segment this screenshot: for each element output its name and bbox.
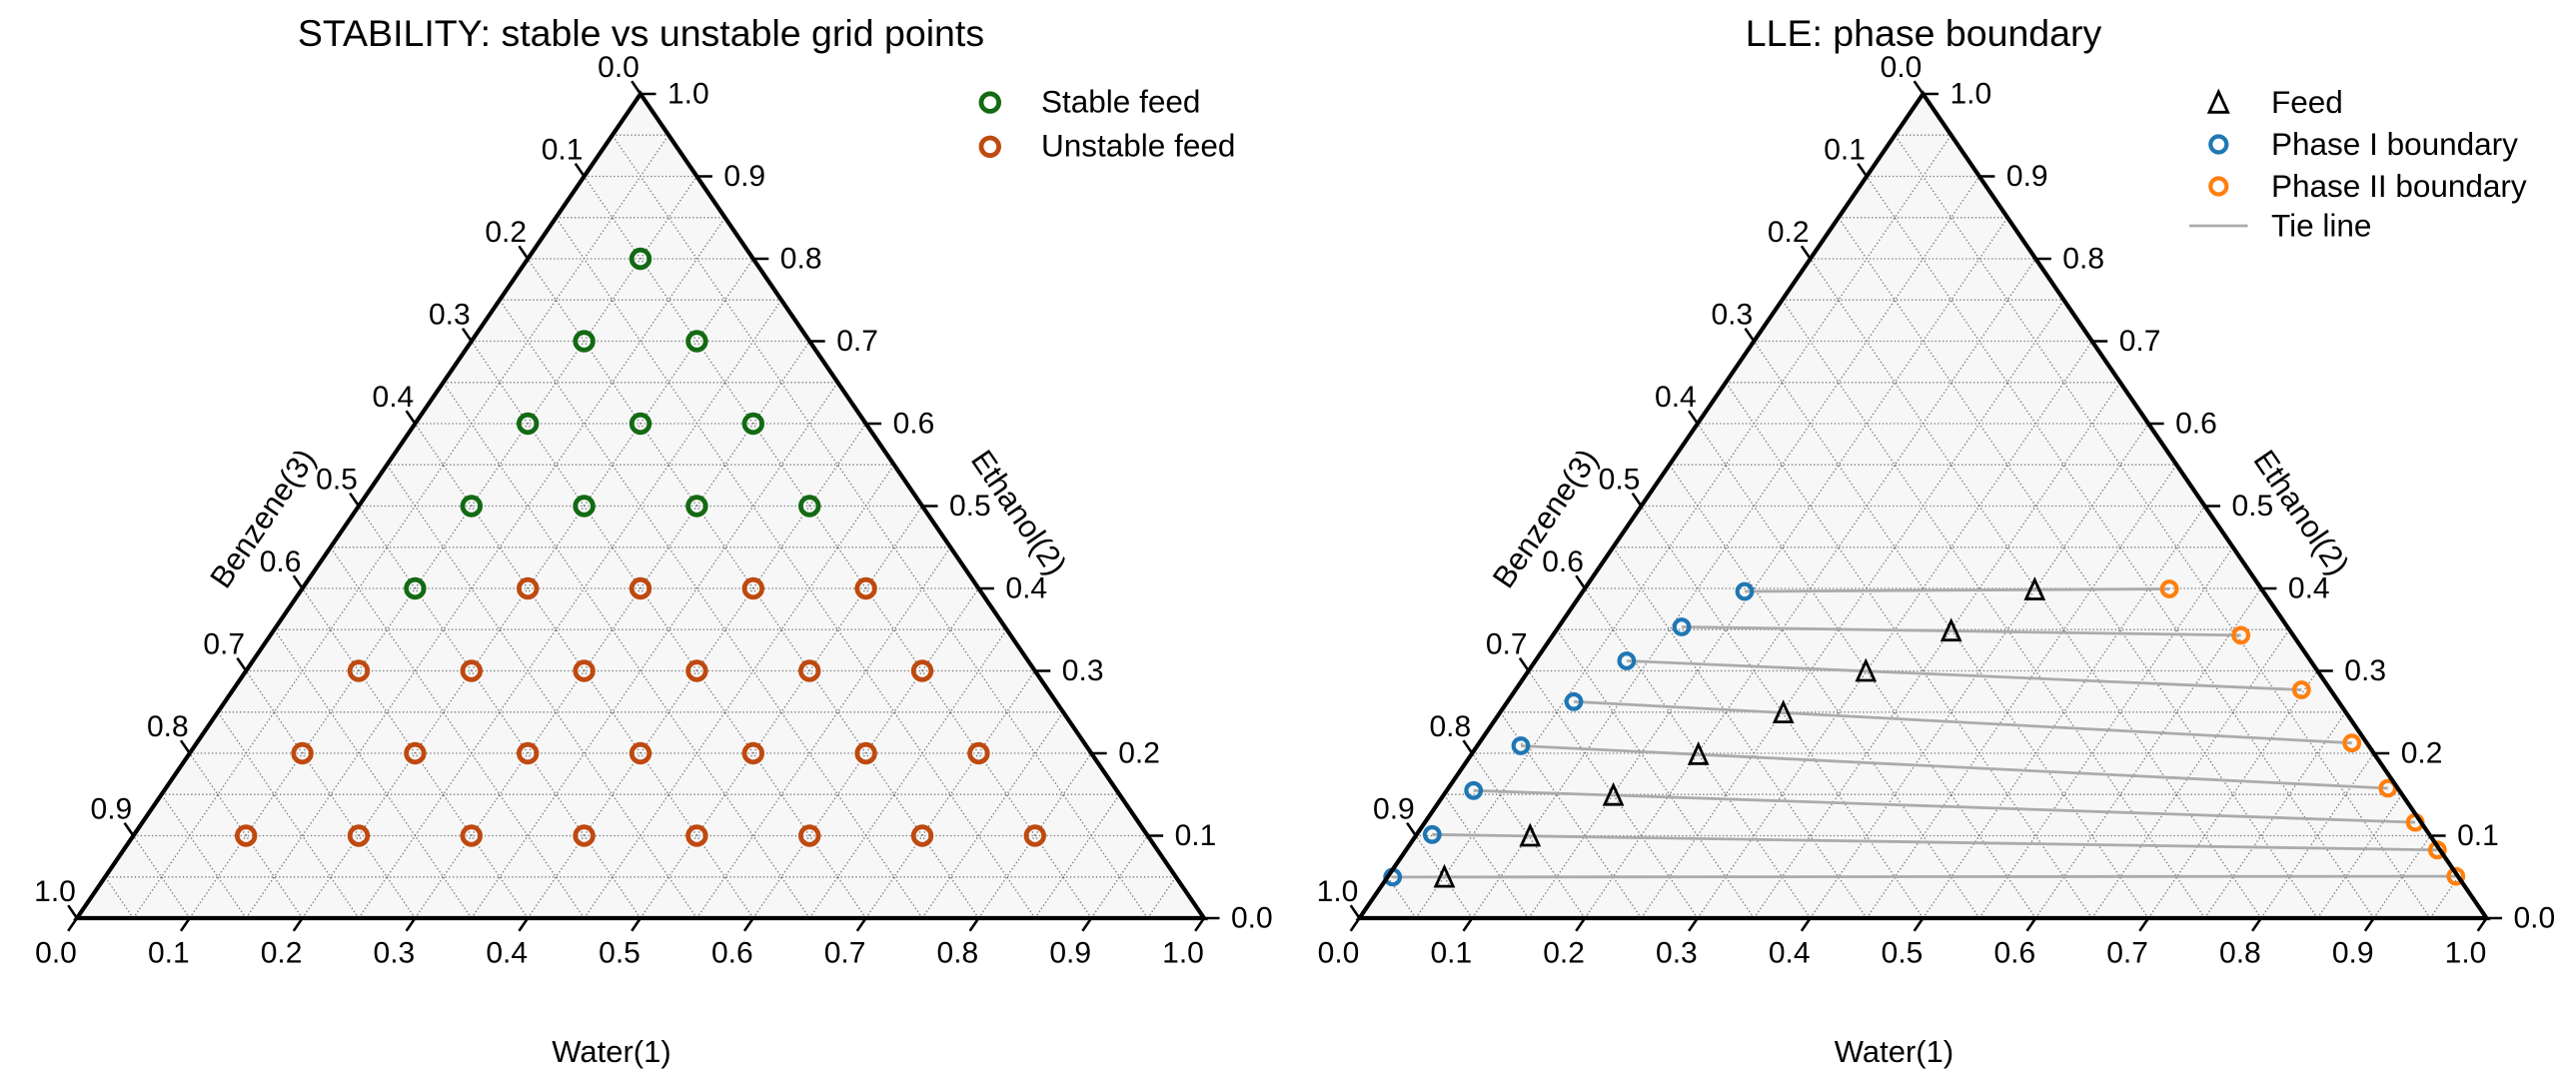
svg-text:0.3: 0.3 (374, 937, 416, 970)
svg-text:0.5: 0.5 (599, 937, 641, 970)
svg-text:Unstable feed: Unstable feed (1041, 128, 1235, 164)
svg-text:0.8: 0.8 (1429, 710, 1471, 743)
svg-text:0.9: 0.9 (1049, 937, 1091, 970)
svg-text:0.8: 0.8 (147, 710, 189, 743)
svg-text:0.1: 0.1 (1430, 937, 1472, 970)
svg-text:0.2: 0.2 (261, 937, 303, 970)
svg-text:1.0: 1.0 (667, 78, 709, 111)
svg-text:0.9: 0.9 (91, 793, 133, 826)
svg-text:LLE: phase boundary: LLE: phase boundary (1746, 12, 2102, 54)
svg-text:0.8: 0.8 (2219, 937, 2261, 970)
svg-text:0.5: 0.5 (316, 464, 358, 497)
svg-text:0.8: 0.8 (2062, 243, 2104, 276)
svg-text:0.8: 0.8 (780, 243, 822, 276)
svg-text:0.2: 0.2 (1768, 216, 1810, 249)
svg-text:0.5: 0.5 (1599, 464, 1641, 497)
svg-text:1.0: 1.0 (1317, 875, 1359, 908)
svg-text:0.1: 0.1 (2457, 819, 2499, 852)
svg-text:0.6: 0.6 (260, 545, 302, 578)
svg-text:0.2: 0.2 (2401, 737, 2443, 770)
svg-text:0.1: 0.1 (542, 134, 584, 167)
svg-text:0.4: 0.4 (2288, 572, 2330, 605)
svg-text:0.0: 0.0 (1231, 902, 1273, 935)
svg-text:0.5: 0.5 (2232, 490, 2274, 523)
svg-text:0.4: 0.4 (486, 937, 528, 970)
svg-text:0.9: 0.9 (723, 160, 765, 193)
svg-text:Tie line: Tie line (2271, 208, 2371, 244)
svg-text:0.9: 0.9 (2332, 937, 2374, 970)
svg-text:0.0: 0.0 (35, 937, 77, 970)
svg-text:1.0: 1.0 (2445, 937, 2487, 970)
svg-text:STABILITY: stable vs unstable: STABILITY: stable vs unstable grid point… (298, 12, 984, 54)
svg-text:0.1: 0.1 (1175, 819, 1217, 852)
svg-text:0.6: 0.6 (2175, 408, 2217, 441)
svg-text:0.1: 0.1 (148, 937, 190, 970)
svg-text:0.3: 0.3 (2344, 654, 2386, 687)
svg-text:0.2: 0.2 (1543, 937, 1585, 970)
svg-text:0.6: 0.6 (1542, 545, 1584, 578)
svg-text:0.3: 0.3 (1711, 299, 1753, 332)
svg-text:0.3: 0.3 (1656, 937, 1698, 970)
svg-text:0.9: 0.9 (1373, 793, 1415, 826)
svg-text:1.0: 1.0 (1950, 78, 1992, 111)
svg-text:0.7: 0.7 (2119, 325, 2161, 358)
svg-text:0.6: 0.6 (711, 937, 753, 970)
svg-text:0.2: 0.2 (485, 216, 527, 249)
svg-text:0.4: 0.4 (1769, 937, 1811, 970)
svg-text:Water(1): Water(1) (1835, 1034, 1953, 1069)
svg-text:Phase II boundary: Phase II boundary (2271, 168, 2527, 204)
svg-text:0.4: 0.4 (1655, 381, 1697, 414)
svg-text:0.0: 0.0 (1881, 51, 1923, 84)
svg-text:Feed: Feed (2271, 84, 2343, 120)
svg-text:0.2: 0.2 (1118, 737, 1160, 770)
svg-text:0.7: 0.7 (836, 325, 878, 358)
svg-text:0.0: 0.0 (1318, 937, 1360, 970)
svg-text:0.6: 0.6 (1993, 937, 2035, 970)
svg-text:Phase I boundary: Phase I boundary (2271, 126, 2518, 162)
svg-text:0.8: 0.8 (937, 937, 979, 970)
svg-text:0.4: 0.4 (373, 381, 415, 414)
svg-text:0.4: 0.4 (1005, 572, 1047, 605)
svg-text:0.0: 0.0 (598, 51, 640, 84)
svg-text:1.0: 1.0 (34, 875, 76, 908)
svg-text:0.7: 0.7 (1486, 628, 1528, 661)
svg-text:Water(1): Water(1) (552, 1034, 670, 1069)
svg-text:Stable feed: Stable feed (1041, 84, 1200, 120)
svg-text:0.7: 0.7 (203, 628, 245, 661)
svg-text:0.5: 0.5 (1882, 937, 1924, 970)
svg-text:0.5: 0.5 (949, 490, 991, 523)
svg-text:0.3: 0.3 (1062, 654, 1104, 687)
svg-text:0.9: 0.9 (2006, 160, 2048, 193)
svg-text:0.7: 0.7 (2106, 937, 2148, 970)
svg-text:0.1: 0.1 (1824, 134, 1866, 167)
svg-text:1.0: 1.0 (1162, 937, 1204, 970)
svg-text:0.0: 0.0 (2514, 902, 2556, 935)
svg-text:0.3: 0.3 (429, 299, 471, 332)
svg-text:0.6: 0.6 (893, 408, 935, 441)
svg-text:0.7: 0.7 (824, 937, 866, 970)
